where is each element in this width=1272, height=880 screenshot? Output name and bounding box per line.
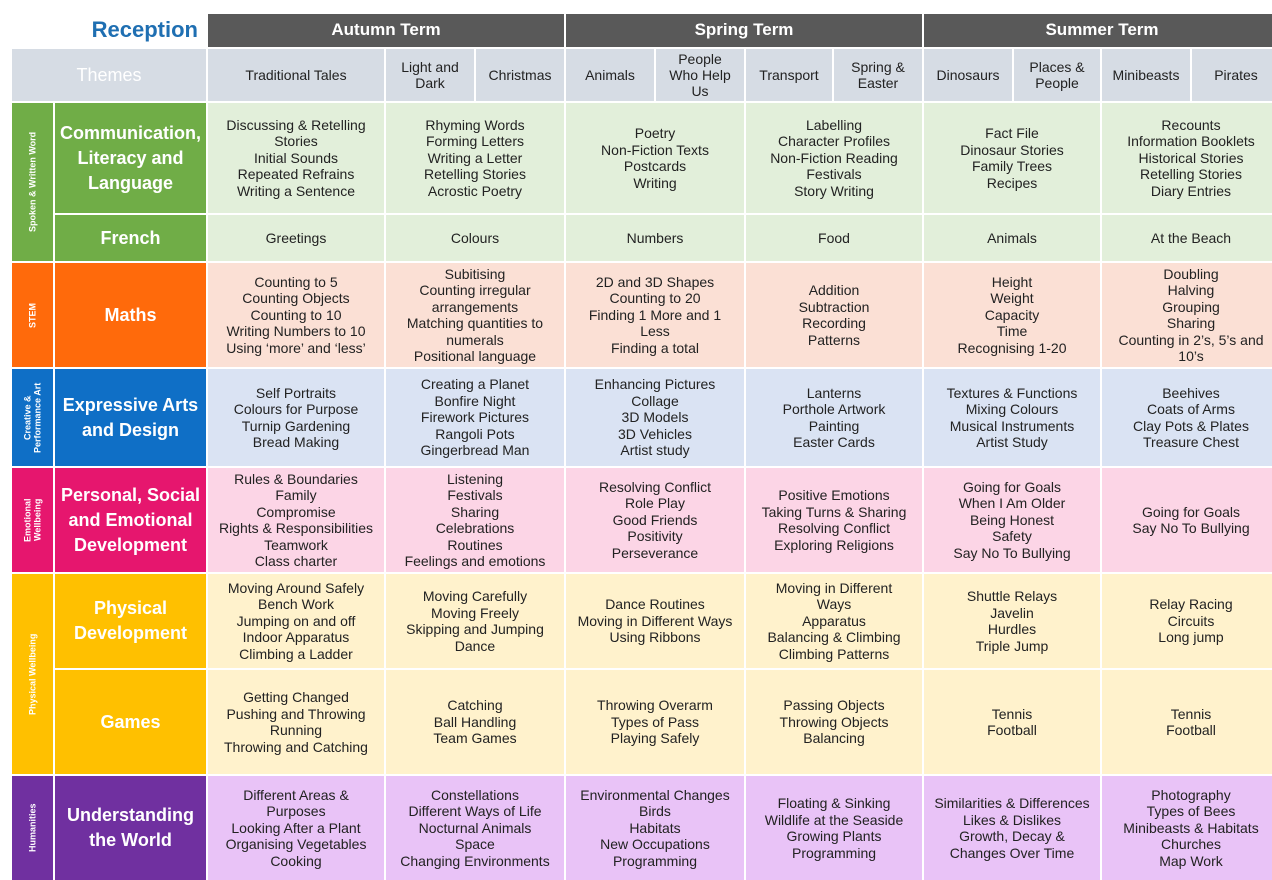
topic-cell: Recounts Information Booklets Historical… <box>1102 103 1272 213</box>
group-label-creative-performance-art: Creative & Performance Art <box>12 369 53 466</box>
topic-cell: Poetry Non-Fiction Texts Postcards Writi… <box>566 103 744 213</box>
topic-cell: Numbers <box>566 215 744 261</box>
topic-cell: Constellations Different Ways of Life No… <box>386 776 564 880</box>
topic-cell: Floating & Sinking Wildlife at the Seasi… <box>746 776 922 880</box>
theme-cell: Spring & Easter <box>834 49 922 101</box>
topic-cell: Passing Objects Throwing Objects Balanci… <box>746 670 922 774</box>
topic-cell: Similarities & Differences Likes & Disli… <box>924 776 1100 880</box>
theme-cell: Animals <box>566 49 654 101</box>
topic-cell: Going for Goals When I Am Older Being Ho… <box>924 468 1100 572</box>
topic-cell: Self Portraits Colours for Purpose Turni… <box>208 369 384 466</box>
topic-cell: Tennis Football <box>924 670 1100 774</box>
group-label-spoken-written-word: Spoken & Written Word <box>12 103 53 261</box>
topic-cell: Resolving Conflict Role Play Good Friend… <box>566 468 744 572</box>
area-label-games: Games <box>55 670 206 774</box>
topic-cell: Height Weight Capacity Time Recognising … <box>924 263 1100 367</box>
topic-cell: Photography Types of Bees Minibeasts & H… <box>1102 776 1272 880</box>
curriculum-grid: Reception Autumn Term Spring Term Summer… <box>12 14 1272 880</box>
topic-cell: Doubling Halving Grouping Sharing Counti… <box>1102 263 1272 367</box>
theme-cell: Christmas <box>476 49 564 101</box>
term-header-summer: Summer Term <box>924 14 1272 47</box>
topic-cell: 2D and 3D Shapes Counting to 20 Finding … <box>566 263 744 367</box>
topic-cell: Listening Festivals Sharing Celebrations… <box>386 468 564 572</box>
area-label-expressive-arts: Expressive Arts and Design <box>55 369 206 466</box>
theme-cell: Traditional Tales <box>208 49 384 101</box>
group-label-physical-wellbeing: Physical Wellbeing <box>12 574 53 774</box>
theme-cell: Places & People <box>1014 49 1100 101</box>
theme-cell: Dinosaurs <box>924 49 1012 101</box>
area-label-understanding-the-world: Understanding the World <box>55 776 206 880</box>
topic-cell: Fact File Dinosaur Stories Family Trees … <box>924 103 1100 213</box>
area-label-physical-development: Physical Development <box>55 574 206 668</box>
topic-cell: Rules & Boundaries Family Compromise Rig… <box>208 468 384 572</box>
topic-cell: Textures & Functions Mixing Colours Musi… <box>924 369 1100 466</box>
topic-cell: Shuttle Relays Javelin Hurdles Triple Ju… <box>924 574 1100 668</box>
topic-cell: Animals <box>924 215 1100 261</box>
topic-cell: Enhancing Pictures Collage 3D Models 3D … <box>566 369 744 466</box>
group-label-stem: STEM <box>12 263 53 367</box>
topic-cell: Throwing Overarm Types of Pass Playing S… <box>566 670 744 774</box>
theme-cell: Pirates <box>1192 49 1272 101</box>
topic-cell: Lanterns Porthole Artwork Painting Easte… <box>746 369 922 466</box>
theme-cell: Light and Dark <box>386 49 474 101</box>
area-label-psed: Personal, Social and Emotional Developme… <box>55 468 206 572</box>
topic-cell: Environmental Changes Birds Habitats New… <box>566 776 744 880</box>
topic-cell: Relay Racing Circuits Long jump <box>1102 574 1272 668</box>
term-header-autumn: Autumn Term <box>208 14 564 47</box>
topic-cell: Colours <box>386 215 564 261</box>
group-label-humanities: Humanities <box>12 776 53 880</box>
theme-cell: People Who Help Us <box>656 49 744 101</box>
area-label-communication: Communication, Literacy and Language <box>55 103 206 213</box>
page-title: Reception <box>12 14 206 47</box>
topic-cell: Beehives Coats of Arms Clay Pots & Plate… <box>1102 369 1272 466</box>
topic-cell: Subitising Counting irregular arrangemen… <box>386 263 564 367</box>
topic-cell: Tennis Football <box>1102 670 1272 774</box>
topic-cell: Getting Changed Pushing and Throwing Run… <box>208 670 384 774</box>
theme-cell: Transport <box>746 49 832 101</box>
area-label-maths: Maths <box>55 263 206 367</box>
area-label-french: French <box>55 215 206 261</box>
themes-label: Themes <box>12 49 206 101</box>
group-label-emotional-wellbeing: Emotional Wellbeing <box>12 468 53 572</box>
topic-cell: Moving in Different Ways Apparatus Balan… <box>746 574 922 668</box>
term-header-spring: Spring Term <box>566 14 922 47</box>
topic-cell: Different Areas & Purposes Looking After… <box>208 776 384 880</box>
topic-cell: Dance Routines Moving in Different Ways … <box>566 574 744 668</box>
topic-cell: Catching Ball Handling Team Games <box>386 670 564 774</box>
topic-cell: Rhyming Words Forming Letters Writing a … <box>386 103 564 213</box>
topic-cell: Discussing & Retelling Stories Initial S… <box>208 103 384 213</box>
topic-cell: Creating a Planet Bonfire Night Firework… <box>386 369 564 466</box>
topic-cell: Greetings <box>208 215 384 261</box>
theme-cell: Minibeasts <box>1102 49 1190 101</box>
topic-cell: Labelling Character Profiles Non-Fiction… <box>746 103 922 213</box>
topic-cell: Moving Around Safely Bench Work Jumping … <box>208 574 384 668</box>
topic-cell: Food <box>746 215 922 261</box>
topic-cell: Moving Carefully Moving Freely Skipping … <box>386 574 564 668</box>
topic-cell: Addition Subtraction Recording Patterns <box>746 263 922 367</box>
topic-cell: At the Beach <box>1102 215 1272 261</box>
topic-cell: Positive Emotions Taking Turns & Sharing… <box>746 468 922 572</box>
topic-cell: Going for Goals Say No To Bullying <box>1102 468 1272 572</box>
topic-cell: Counting to 5 Counting Objects Counting … <box>208 263 384 367</box>
